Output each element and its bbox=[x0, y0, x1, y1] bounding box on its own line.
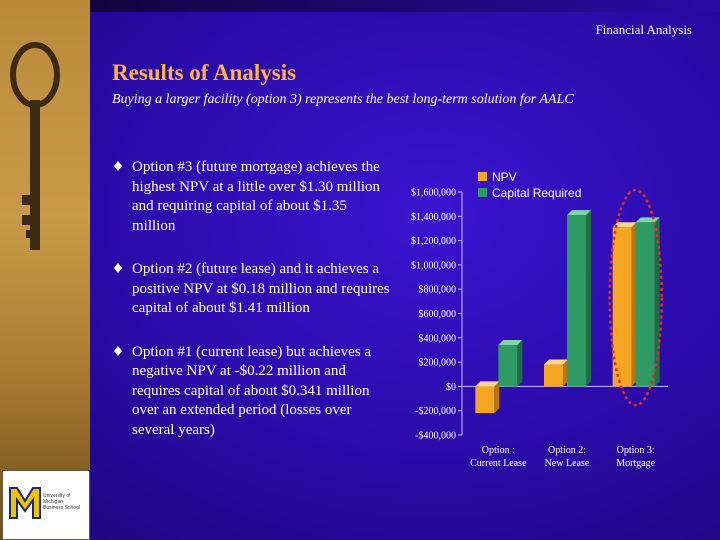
x-tick-label: New Lease bbox=[545, 458, 590, 469]
bar-side bbox=[494, 381, 500, 414]
bullet-item: Option #2 (future lease) and it achieves… bbox=[112, 260, 392, 319]
legend-swatch bbox=[478, 172, 487, 181]
highlight-ellipse bbox=[608, 188, 663, 407]
bar-side bbox=[517, 339, 523, 387]
y-tick-label: $400,000 bbox=[419, 333, 457, 344]
bar-top bbox=[475, 381, 500, 387]
bar-side bbox=[563, 359, 568, 387]
y-tick-label: $200,000 bbox=[419, 358, 457, 369]
bullet-text: Option #1 (current lease) but achieves a… bbox=[132, 343, 372, 438]
legend-swatch bbox=[478, 188, 487, 197]
y-tick-label: -$200,000 bbox=[415, 406, 456, 417]
page-title: Results of Analysis bbox=[112, 60, 297, 85]
university-logo: University of Michigan Business School bbox=[2, 470, 90, 540]
x-tick-label: Mortgage bbox=[616, 458, 655, 469]
x-tick-label: Current Lease bbox=[470, 458, 527, 469]
diamond-bullet-icon bbox=[114, 161, 122, 171]
npv-bar bbox=[475, 386, 495, 414]
capital-bar bbox=[498, 344, 518, 387]
y-tick-label: $1,000,000 bbox=[411, 260, 456, 271]
capital-bar bbox=[635, 222, 655, 387]
npv-bar bbox=[612, 227, 632, 387]
y-tick-label: $600,000 bbox=[419, 309, 457, 320]
header-label: Financial Analysis bbox=[595, 22, 692, 37]
bar-top bbox=[612, 222, 637, 228]
x-tick-label: Option 3: bbox=[617, 445, 655, 456]
npv-bar bbox=[544, 364, 563, 387]
page-subtitle: Buying a larger facility (option 3) repr… bbox=[112, 92, 574, 107]
npv-capital-chart: $1,600,000 $1,400,000 $1,200,000 $1,000,000… bbox=[411, 170, 668, 469]
bullet-item: Option #1 (current lease) but achieves a… bbox=[112, 343, 392, 441]
diamond-bullet-icon bbox=[114, 263, 122, 273]
bar-top bbox=[498, 339, 523, 345]
bullet-item: Option #3 (future mortgage) achieves the… bbox=[112, 158, 392, 236]
y-tick-label: $1,600,000 bbox=[411, 188, 456, 199]
y-tick-label: -$400,000 bbox=[415, 431, 456, 442]
bar-top bbox=[544, 359, 568, 365]
bullet-text: Option #2 (future lease) and it achieves… bbox=[132, 261, 390, 316]
bullet-text: Option #3 (future mortgage) achieves the… bbox=[132, 159, 381, 234]
y-tick-label: $800,000 bbox=[419, 285, 457, 296]
bar-side bbox=[586, 210, 591, 387]
legend-label: NPV bbox=[492, 170, 517, 184]
x-tick-label: Option 2: bbox=[548, 445, 586, 456]
y-tick-label: $1,400,000 bbox=[411, 212, 456, 223]
capital-bar bbox=[567, 215, 586, 387]
bar-side bbox=[654, 217, 660, 387]
x-tick-label: Option : bbox=[482, 445, 515, 456]
bullet-list: Option #3 (future mortgage) achieves the… bbox=[112, 158, 392, 464]
y-tick-label: $0 bbox=[446, 382, 456, 393]
diamond-bullet-icon bbox=[114, 345, 122, 356]
top-band bbox=[90, 0, 720, 12]
bar-side bbox=[631, 222, 637, 387]
key-icon bbox=[10, 42, 60, 250]
bar-top bbox=[567, 210, 591, 216]
legend-label: Capital Required bbox=[492, 186, 581, 200]
block-m-icon bbox=[9, 487, 41, 519]
logo-text: University of Michigan Business School bbox=[43, 493, 80, 511]
y-tick-label: $1,200,000 bbox=[411, 236, 456, 247]
